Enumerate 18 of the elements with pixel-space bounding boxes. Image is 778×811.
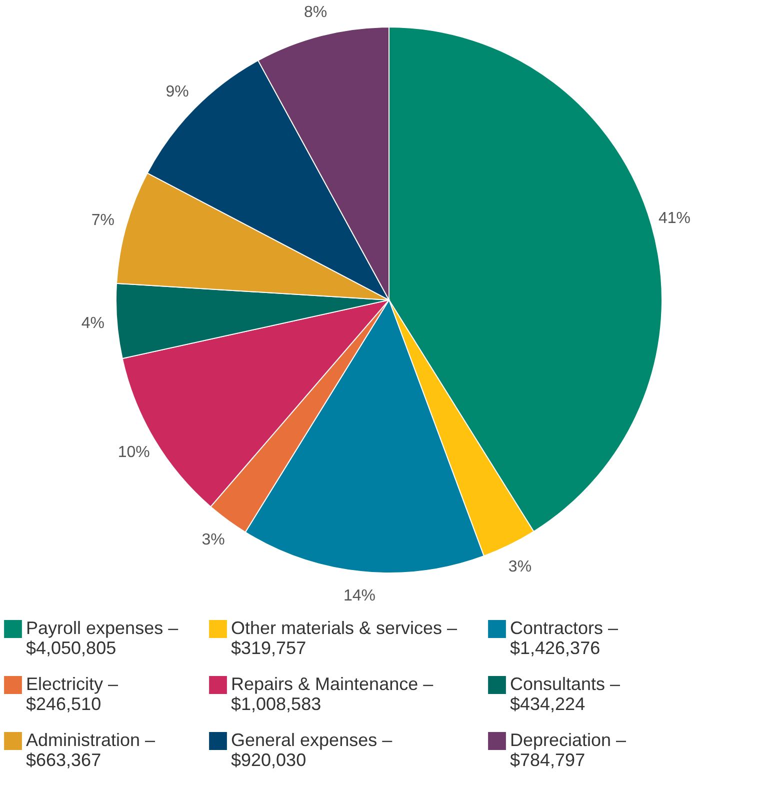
legend-label: Electricity – $246,510 [26, 674, 118, 714]
legend-label: Other materials & services – $319,757 [231, 618, 458, 658]
data-label: 3% [508, 558, 532, 576]
legend-label: Administration – $663,367 [26, 730, 156, 770]
data-label: 41% [658, 210, 691, 228]
data-label: 8% [304, 4, 328, 22]
legend-label: General expenses – $920,030 [231, 730, 392, 770]
legend-label: Payroll expenses – $4,050,805 [26, 618, 178, 658]
legend-label: Contractors – $1,426,376 [510, 618, 618, 658]
data-label: 14% [343, 588, 376, 605]
data-label: 7% [91, 212, 115, 230]
data-label: 4% [81, 315, 104, 332]
data-label: 10% [118, 444, 150, 462]
legend-label: Consultants – $434,224 [510, 674, 620, 714]
legend-label: Depreciation – $784,797 [510, 730, 626, 770]
data-label: 9% [166, 84, 189, 101]
data-label: 3% [202, 531, 225, 548]
legend-label: Repairs & Maintenance – $1,008,583 [231, 674, 434, 714]
